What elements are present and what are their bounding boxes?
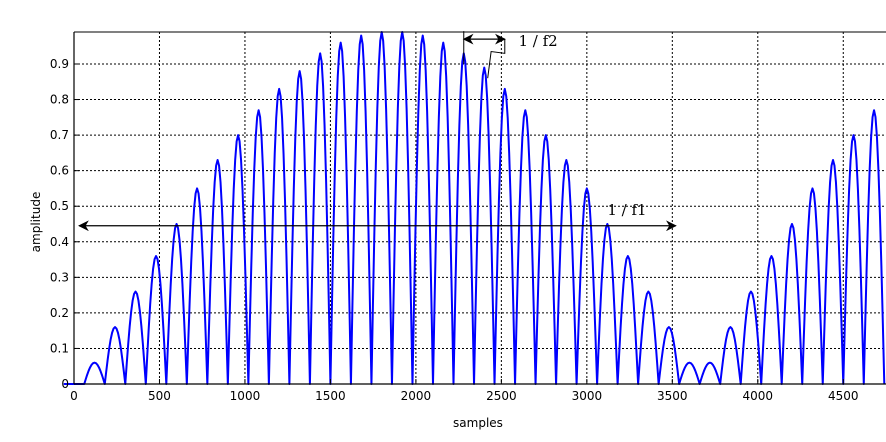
x-tick-label: 0 bbox=[70, 389, 78, 403]
x-tick-label: 2500 bbox=[486, 389, 517, 403]
annotation-label: 1 / f1 bbox=[607, 201, 646, 219]
x-tick-label: 1000 bbox=[230, 389, 261, 403]
x-axis-label: samples bbox=[453, 416, 503, 430]
y-tick-label: 0.4 bbox=[50, 235, 69, 249]
y-tick-label: 0 bbox=[61, 377, 69, 391]
tick-labels: 0 500 1000 1500 2000 2500 3000 3500 4000 4500 0 0.1… bbox=[50, 57, 859, 403]
annotation-label: 1 / f2 bbox=[518, 32, 557, 50]
y-axis-label: amplitude bbox=[29, 192, 43, 253]
x-tick-label: 4500 bbox=[828, 389, 859, 403]
x-tick-label: 500 bbox=[148, 389, 171, 403]
y-tick-label: 0.5 bbox=[50, 199, 69, 213]
y-tick-label: 0.2 bbox=[50, 306, 69, 320]
x-tick-label: 1500 bbox=[315, 389, 346, 403]
x-tick-label: 4000 bbox=[743, 389, 774, 403]
y-tick-label: 0.6 bbox=[50, 164, 69, 178]
axes bbox=[73, 31, 886, 385]
x-tick-label: 3000 bbox=[572, 389, 603, 403]
y-tick-label: 0.3 bbox=[50, 270, 69, 284]
y-tick-label: 0.9 bbox=[50, 57, 69, 71]
annotations: 1 / f2 1 / f1 bbox=[78, 31, 677, 232]
leader-line bbox=[487, 39, 506, 79]
y-tick-label: 0.7 bbox=[50, 128, 69, 142]
x-tick-label: 3500 bbox=[657, 389, 688, 403]
x-tick-label: 2000 bbox=[401, 389, 432, 403]
y-tick-label: 0.8 bbox=[50, 93, 69, 107]
y-tick-label: 0.1 bbox=[50, 341, 69, 355]
